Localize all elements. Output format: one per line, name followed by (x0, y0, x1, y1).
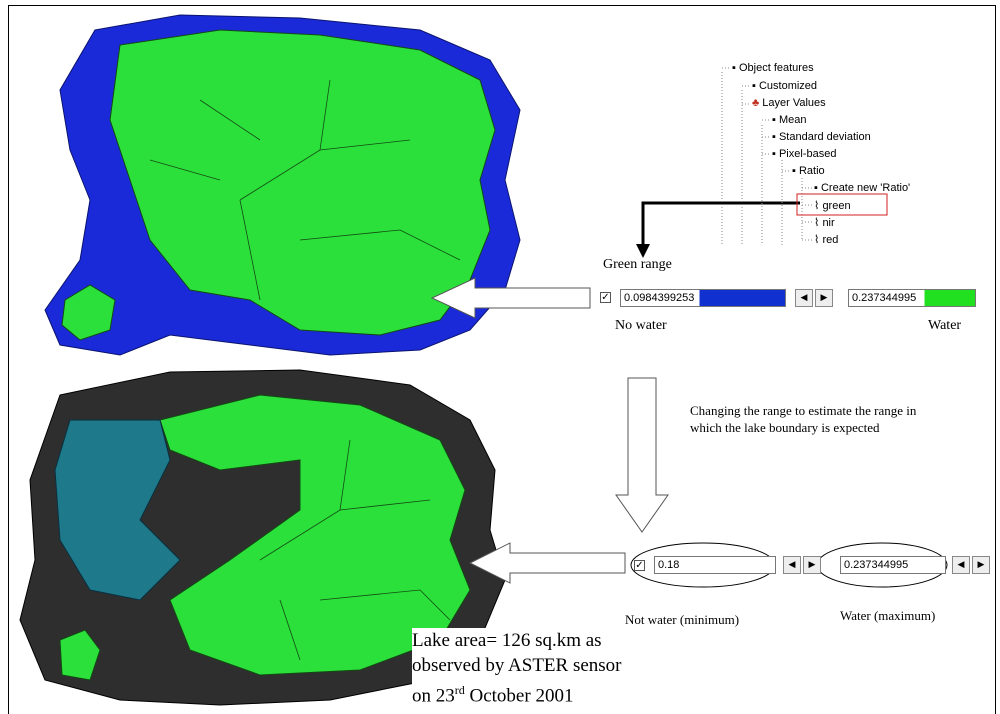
tree-item[interactable]: ▪ Ratio (792, 165, 825, 177)
caption-sup: rd (455, 683, 465, 697)
tree-item[interactable]: ▪ Object features (732, 62, 814, 74)
min-label: No water (615, 318, 667, 334)
caption-line: observed by ASTER sensor (412, 653, 622, 678)
checkbox[interactable]: ✓ (600, 292, 611, 303)
range-title: Green range (603, 257, 672, 273)
tree-label: Pixel-based (779, 148, 836, 160)
min-input[interactable]: 0.0984399253 (620, 289, 786, 307)
caption-line: Lake area= 126 sq.km as (412, 628, 622, 653)
arrow-down (616, 378, 668, 532)
max-value: 0.237344995 (852, 292, 916, 304)
caption-line: on 23rd October 2001 (412, 678, 622, 708)
decrease-button[interactable]: ◀ (795, 289, 813, 307)
max-input[interactable]: 0.237344995 (848, 289, 976, 307)
tree-label: Standard deviation (779, 131, 871, 143)
tree-label: Object features (739, 62, 814, 74)
increase-button[interactable]: ▶ (803, 556, 821, 574)
tree-item[interactable]: ▪ Create new 'Ratio' (814, 182, 910, 194)
caption: Lake area= 126 sq.km as observed by ASTE… (412, 628, 622, 708)
decrease-button[interactable]: ◀ (783, 556, 801, 574)
pointer-arrowhead (636, 244, 650, 258)
max-label: Water (928, 318, 961, 334)
tree-item[interactable]: ⌇ green (814, 199, 851, 212)
tree-item[interactable]: ▪ Mean (772, 114, 807, 126)
tree-label: Mean (779, 114, 807, 126)
min-value: 0.0984399253 (624, 292, 694, 304)
tree-label: Customized (759, 80, 817, 92)
min-label: Not water (minimum) (625, 612, 739, 628)
tree-item[interactable]: ⌇ nir (814, 216, 835, 229)
tree-item[interactable]: ▪ Customized (752, 80, 817, 92)
max-input[interactable]: 0.237344995 (840, 556, 946, 574)
annotation: Changing the range to estimate the range… (690, 402, 940, 436)
increase-button[interactable]: ▶ (815, 289, 833, 307)
min-value: 0.18 (658, 559, 679, 571)
max-label: Water (maximum) (840, 608, 935, 624)
tree-label: green (822, 200, 850, 212)
checkbox[interactable]: ✓ (634, 560, 645, 571)
tree-item[interactable]: ▪ Standard deviation (772, 131, 871, 143)
caption-text: on 23 (412, 685, 455, 706)
max-value: 0.237344995 (844, 559, 908, 571)
tree-label: nir (822, 217, 834, 229)
figure: ▪ Object features ▪ Customized ♣ Layer V… (0, 0, 1000, 714)
tree-label: red (822, 234, 838, 246)
graphics (0, 0, 1000, 714)
tree-label: Create new 'Ratio' (821, 182, 910, 194)
tree-item[interactable]: ♣ Layer Values (752, 97, 826, 109)
tree-item[interactable]: ⌇ red (814, 233, 838, 246)
min-input[interactable]: 0.18 (654, 556, 776, 574)
caption-text: October 2001 (465, 685, 574, 706)
tree-label: Ratio (799, 165, 825, 177)
decrease-button[interactable]: ◀ (952, 556, 970, 574)
increase-button[interactable]: ▶ (972, 556, 990, 574)
tree-item[interactable]: ▪ Pixel-based (772, 148, 836, 160)
tree-label: Layer Values (762, 97, 825, 109)
